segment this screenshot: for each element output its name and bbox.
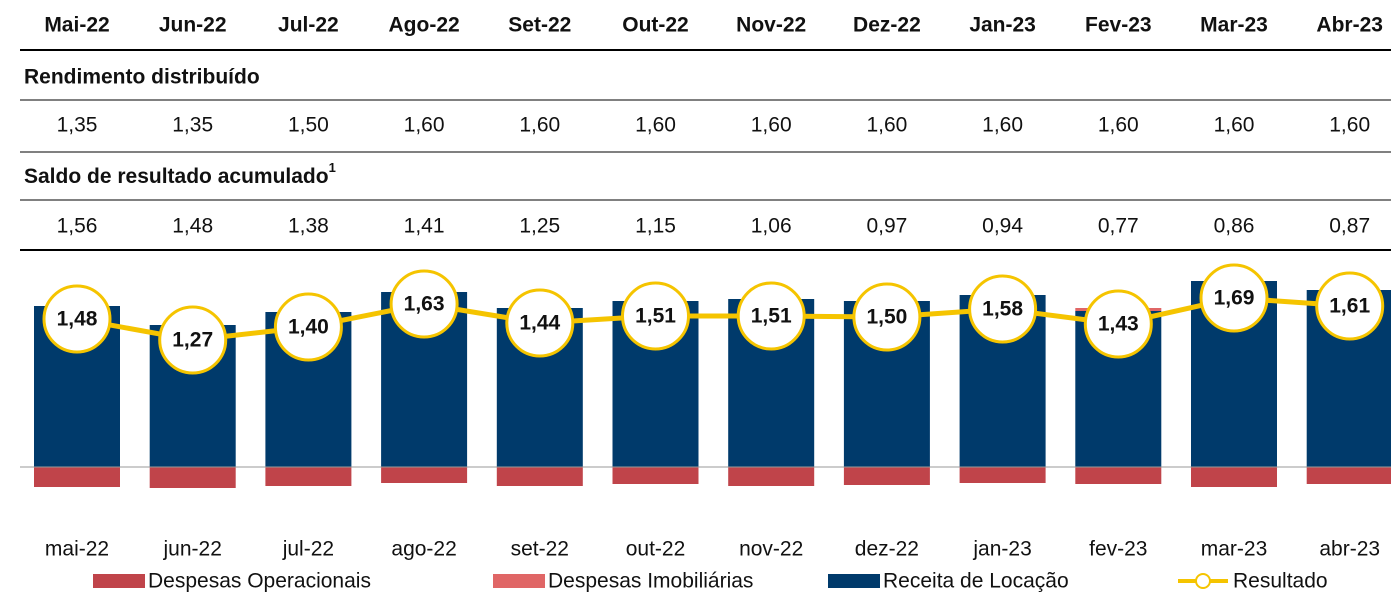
cell: 1,60 bbox=[866, 114, 907, 137]
column-header: Nov-22 bbox=[736, 14, 806, 37]
cell: 1,60 bbox=[519, 114, 560, 137]
x-tick-label: jul-22 bbox=[282, 538, 334, 561]
section-title: Saldo de resultado acumulado1 bbox=[24, 160, 336, 187]
legend-swatch bbox=[828, 574, 880, 588]
bar bbox=[728, 467, 815, 486]
data-label: 1,48 bbox=[57, 308, 98, 331]
data-label: 1,43 bbox=[1098, 313, 1139, 336]
data-label: 1,63 bbox=[404, 293, 445, 316]
marker bbox=[968, 274, 1038, 344]
legend-label: Despesas Imobiliárias bbox=[548, 570, 753, 593]
bar bbox=[34, 467, 120, 487]
x-tick-label: jan-23 bbox=[972, 538, 1031, 561]
x-tick-label: jun-22 bbox=[163, 538, 222, 561]
x-tick-label: abr-23 bbox=[1319, 538, 1380, 561]
column-header: Abr-23 bbox=[1316, 14, 1383, 37]
cell: 1,41 bbox=[404, 215, 445, 238]
marker bbox=[852, 282, 922, 352]
bar bbox=[381, 467, 468, 483]
cell: 0,97 bbox=[866, 215, 907, 238]
column-header: Jun-22 bbox=[159, 14, 227, 37]
cell: 0,86 bbox=[1214, 215, 1255, 238]
bar bbox=[1306, 467, 1391, 484]
cell: 1,35 bbox=[172, 114, 213, 137]
bar bbox=[1075, 467, 1162, 484]
column-header: Mar-23 bbox=[1200, 14, 1268, 37]
cell: 1,06 bbox=[751, 215, 792, 238]
marker bbox=[158, 305, 228, 375]
cell: 1,38 bbox=[288, 215, 329, 238]
legend-label: Receita de Locação bbox=[883, 570, 1069, 593]
cell: 0,77 bbox=[1098, 215, 1139, 238]
column-header: Mai-22 bbox=[44, 14, 109, 37]
legend-label: Despesas Operacionais bbox=[148, 570, 371, 593]
data-label: 1,44 bbox=[519, 312, 560, 335]
bar bbox=[1191, 467, 1277, 487]
column-header: Ago-22 bbox=[389, 14, 460, 37]
marker bbox=[621, 281, 690, 351]
cell: 1,50 bbox=[288, 114, 329, 137]
marker bbox=[1083, 289, 1153, 359]
marker bbox=[389, 269, 459, 339]
data-label: 1,50 bbox=[866, 306, 907, 329]
column-header: Set-22 bbox=[508, 14, 571, 37]
bar bbox=[612, 467, 699, 484]
data-label: 1,27 bbox=[172, 329, 213, 352]
bar bbox=[149, 467, 236, 488]
legend-marker bbox=[1195, 573, 1211, 589]
marker bbox=[1315, 271, 1385, 341]
x-tick-label: mar-23 bbox=[1201, 538, 1268, 561]
x-tick-label: ago-22 bbox=[391, 538, 456, 561]
cell: 1,48 bbox=[172, 215, 213, 238]
column-header: Jul-22 bbox=[278, 14, 339, 37]
data-label: 1,51 bbox=[635, 305, 676, 328]
column-header: Jan-23 bbox=[969, 14, 1036, 37]
bar bbox=[496, 467, 583, 486]
x-tick-label: dez-22 bbox=[855, 538, 919, 561]
column-header: Out-22 bbox=[622, 14, 689, 37]
cell: 1,60 bbox=[404, 114, 445, 137]
section-title: Rendimento distribuído bbox=[24, 66, 260, 89]
column-header: Dez-22 bbox=[853, 14, 921, 37]
cell: 1,60 bbox=[635, 114, 676, 137]
marker bbox=[42, 284, 112, 354]
data-label: 1,58 bbox=[982, 298, 1023, 321]
x-tick-label: mai-22 bbox=[45, 538, 109, 561]
data-label: 1,61 bbox=[1329, 295, 1370, 318]
cell: 1,60 bbox=[1329, 114, 1370, 137]
data-label: 1,69 bbox=[1214, 287, 1255, 310]
cell: 1,60 bbox=[751, 114, 792, 137]
data-label: 1,40 bbox=[288, 316, 329, 339]
x-tick-label: nov-22 bbox=[739, 538, 803, 561]
bar bbox=[843, 467, 930, 485]
data-label: 1,51 bbox=[751, 305, 792, 328]
marker bbox=[273, 292, 343, 362]
section-title-text: Saldo de resultado acumulado bbox=[24, 165, 329, 188]
cell: 0,87 bbox=[1329, 215, 1370, 238]
bar bbox=[959, 467, 1046, 483]
bar bbox=[265, 467, 352, 486]
cell: 1,56 bbox=[57, 215, 98, 238]
cell: 1,60 bbox=[982, 114, 1023, 137]
cell: 1,35 bbox=[57, 114, 98, 137]
legend-label: Resultado bbox=[1233, 570, 1328, 593]
legend-swatch bbox=[493, 574, 545, 588]
cell: 1,25 bbox=[519, 215, 560, 238]
marker bbox=[505, 288, 575, 358]
legend-swatch bbox=[93, 574, 145, 588]
cell: 1,15 bbox=[635, 215, 676, 238]
column-header: Fev-23 bbox=[1085, 14, 1152, 37]
marker bbox=[1199, 263, 1269, 333]
cell: 0,94 bbox=[982, 215, 1023, 238]
cell: 1,60 bbox=[1098, 114, 1139, 137]
footnote-marker: 1 bbox=[329, 160, 336, 175]
x-tick-label: fev-23 bbox=[1089, 538, 1147, 561]
x-tick-label: set-22 bbox=[511, 538, 569, 561]
x-tick-label: out-22 bbox=[626, 538, 686, 561]
marker bbox=[736, 281, 806, 351]
cell: 1,60 bbox=[1214, 114, 1255, 137]
